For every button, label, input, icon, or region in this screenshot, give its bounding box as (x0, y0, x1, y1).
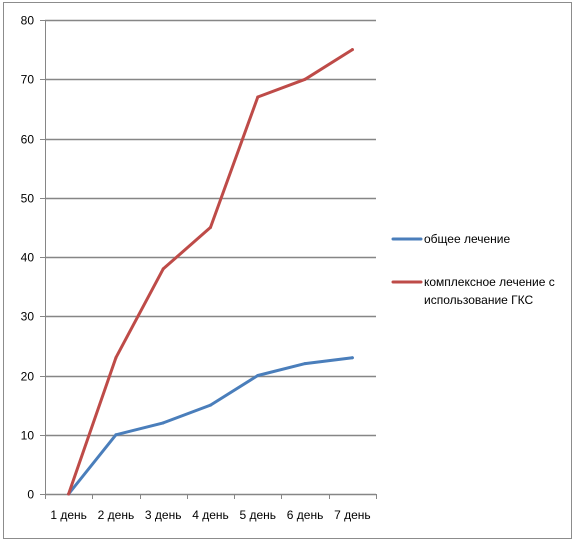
legend-label-1: общее лечение (424, 232, 511, 246)
series-line-1 (67, 356, 354, 496)
x-tick-label: 6 день (287, 508, 324, 522)
x-tick-label: 1 день (50, 508, 87, 522)
legend-label-2: использование ГКС (424, 293, 534, 307)
x-tick-label: 5 день (240, 508, 277, 522)
data-point (303, 362, 307, 366)
x-tick-label: 7 день (334, 508, 371, 522)
data-point (161, 267, 165, 271)
x-tick-label: 3 день (145, 508, 182, 522)
data-point (256, 95, 260, 99)
chart-frame (3, 2, 572, 539)
y-tick-label: 50 (21, 192, 35, 206)
data-point (256, 374, 260, 377)
y-tick-label: 0 (27, 488, 34, 502)
data-point (209, 403, 212, 407)
data-point (350, 48, 354, 52)
data-point (303, 77, 307, 81)
data-point (67, 492, 71, 496)
legend-label-2: комплексное лечение с (424, 275, 555, 289)
y-tick-label: 30 (21, 310, 35, 324)
x-tick-label: 2 день (98, 508, 135, 522)
y-tick-label: 40 (21, 251, 35, 265)
y-tick-label: 80 (21, 14, 35, 28)
y-axis: 0 10 20 30 40 50 60 70 80 (21, 14, 46, 502)
series-lines (67, 48, 354, 496)
data-point (114, 433, 118, 437)
gridlines (45, 19, 376, 496)
data-point (114, 356, 118, 360)
x-tick-label: 4 день (192, 508, 229, 522)
series-line-2 (67, 48, 354, 496)
x-axis: 1 день 2 день 3 день 4 день 5 день 6 день 7 де… (45, 494, 377, 522)
y-tick-label: 20 (21, 370, 35, 384)
data-point (161, 421, 165, 425)
data-point (350, 356, 354, 360)
data-point (209, 225, 212, 229)
y-tick-label: 10 (21, 429, 35, 443)
legend: общее лечение комплексное лечение с исполь… (391, 232, 555, 307)
y-tick-label: 60 (21, 133, 35, 147)
y-tick-label: 70 (21, 73, 35, 87)
